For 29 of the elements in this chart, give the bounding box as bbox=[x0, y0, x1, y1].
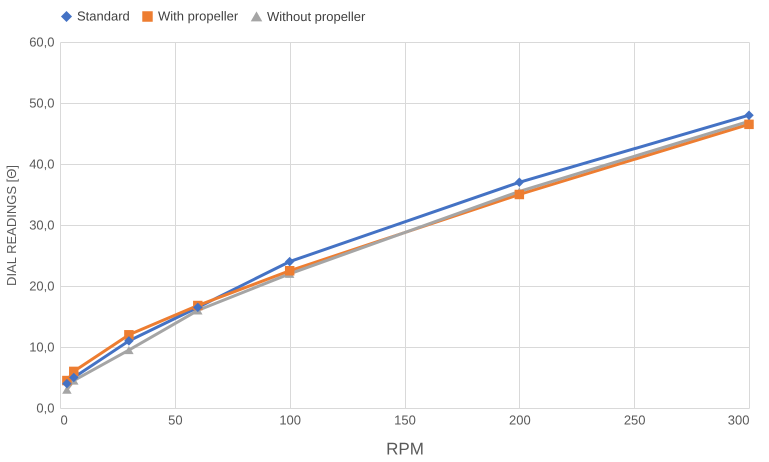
y-tick-label: 50,0 bbox=[29, 96, 54, 110]
y-tick-label: 20,0 bbox=[29, 278, 54, 294]
x-tick-label: 300 bbox=[728, 412, 750, 428]
y-tick-label: 30,0 bbox=[29, 218, 54, 232]
point bbox=[744, 110, 754, 120]
point bbox=[124, 336, 134, 346]
point bbox=[69, 372, 79, 382]
point bbox=[744, 120, 754, 130]
legend-label: Standard bbox=[77, 8, 130, 24]
point bbox=[514, 178, 524, 188]
y-tick-label: 10,0 bbox=[29, 340, 54, 354]
y-tick-label: 0,0 bbox=[36, 400, 54, 416]
x-tick-label: 100 bbox=[279, 412, 302, 428]
y-tick-label: 40,0 bbox=[29, 156, 54, 172]
legend-label: Without propeller bbox=[267, 8, 366, 24]
y-axis-title: DIAL READINGS [Θ] bbox=[4, 165, 20, 286]
point bbox=[284, 256, 294, 266]
y-tick-label: 60,0 bbox=[29, 34, 54, 50]
point bbox=[62, 378, 72, 388]
legend-label: With propeller bbox=[158, 8, 239, 24]
x-tick-label: 200 bbox=[508, 412, 531, 428]
x-tick-label: 0 bbox=[60, 412, 68, 428]
point bbox=[62, 386, 72, 394]
x-tick-label: 50 bbox=[168, 412, 183, 428]
x-tick-label: 150 bbox=[394, 412, 416, 428]
point bbox=[124, 346, 134, 354]
x-tick-label: 250 bbox=[624, 412, 646, 428]
x-axis-title: RPM bbox=[386, 440, 424, 458]
point bbox=[284, 266, 294, 276]
